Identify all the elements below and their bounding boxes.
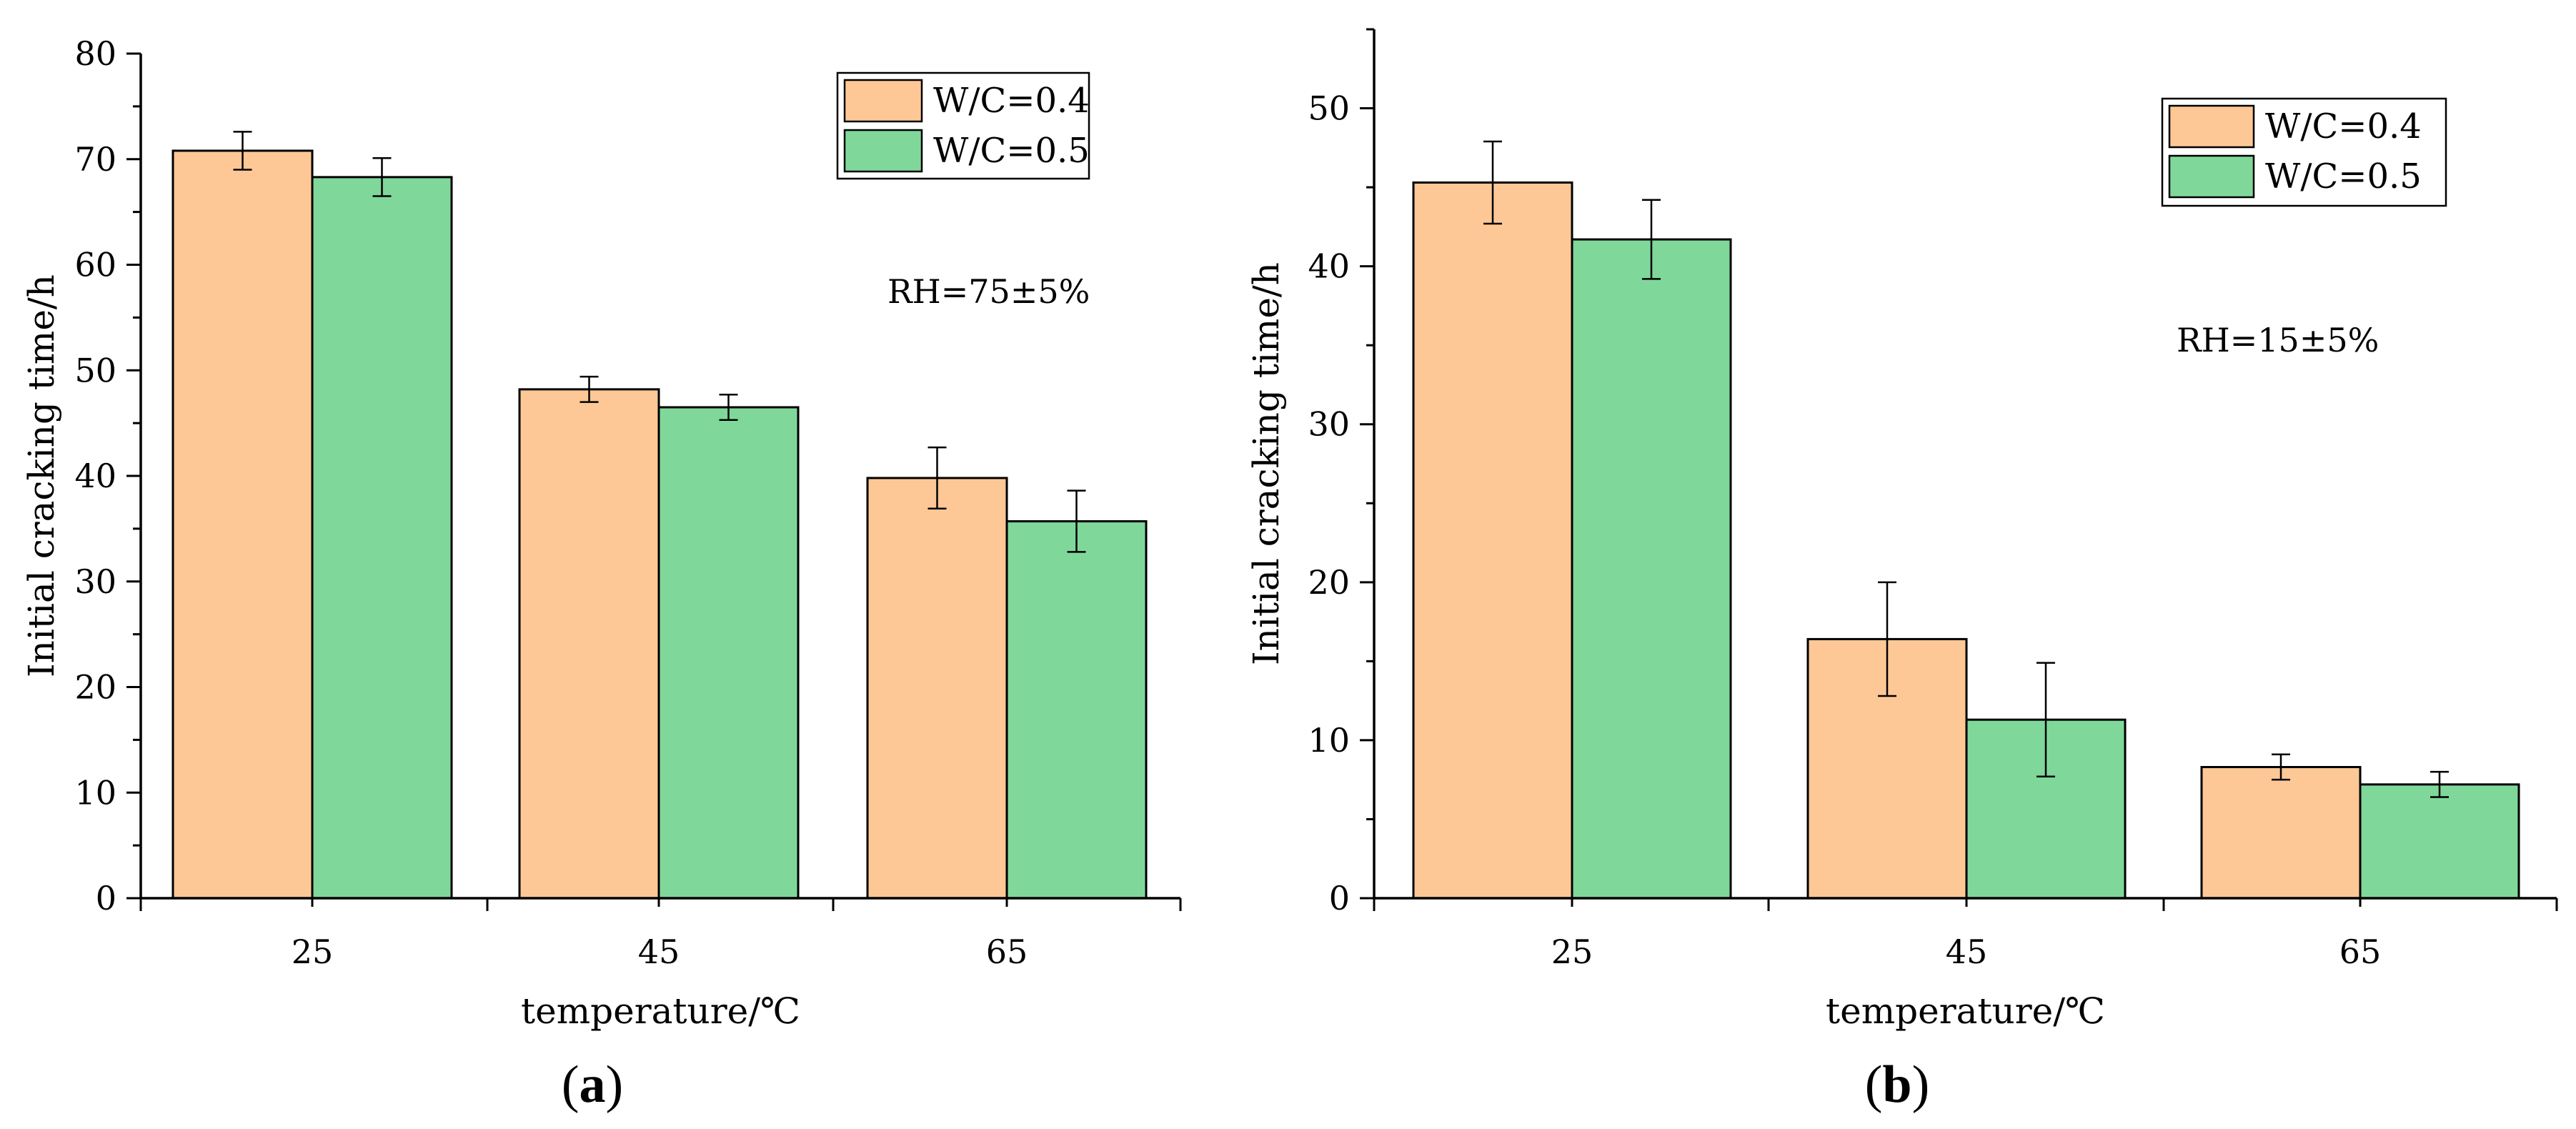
y-tick-label: 10 [1308,721,1350,760]
legend-label: W/C=0.5 [933,131,1090,171]
bar [1005,520,1148,900]
legend-label: W/C=0.4 [2265,106,2422,146]
bar [1412,181,1573,900]
y-tick-label: 30 [74,562,116,601]
bar [171,149,314,900]
y-tick-label: 20 [74,668,116,707]
annotation: RH=15±5% [2177,321,2379,359]
y-tick-label: 0 [1329,879,1350,917]
bar [518,388,660,900]
x-tick-label: 65 [2339,932,2382,971]
x-tick-label: 25 [292,932,334,971]
bar [311,176,453,900]
chart-panel-b: 0 10 20 30 40 50 25 45 65 temperature/℃ Initial cr… [1245,28,2558,1114]
y-tick-label: 40 [74,457,116,495]
chart-panel-a: 0 10 20 30 40 50 60 70 80 25 45 65 temperature/℃ Init… [21,34,1182,1114]
y-tick-label: 80 [74,34,116,73]
legend-label: W/C=0.4 [933,81,1090,121]
x-tick-label: 45 [1946,932,1988,971]
y-tick-label: 50 [1308,89,1350,128]
y-axis-title: Initial cracking time/h [21,274,62,677]
y-tick-label: 50 [74,351,116,389]
y-tick-label: 40 [1308,247,1350,286]
y-tick-label: 20 [1308,563,1350,602]
legend-swatch [2168,154,2255,199]
x-axis-title: temperature/℃ [1826,990,2105,1032]
y-tick-label: 10 [74,773,116,812]
y-tick-label: 0 [96,879,116,917]
legend-swatch [843,129,923,173]
bar [1571,238,1732,900]
bar [657,406,800,900]
y-tick-label: 70 [74,140,116,179]
legend-swatch [2168,104,2255,149]
y-tick-label: 30 [1308,405,1350,444]
x-axis-title: temperature/℃ [521,990,800,1032]
y-axis-title: Initial cracking time/h [1245,262,1287,665]
x-tick-label: 45 [638,932,680,971]
bar [866,477,1008,900]
panel-label: (a) [562,1055,623,1114]
legend-swatch [843,79,923,123]
bar [2200,765,2362,900]
bar [2359,783,2520,900]
x-tick-label: 25 [1551,932,1593,971]
legend-label: W/C=0.5 [2265,156,2422,197]
x-tick-label: 65 [986,932,1028,971]
y-tick-label: 60 [74,246,116,284]
panel-label: (b) [1865,1055,1929,1114]
annotation: RH=75±5% [887,272,1090,311]
